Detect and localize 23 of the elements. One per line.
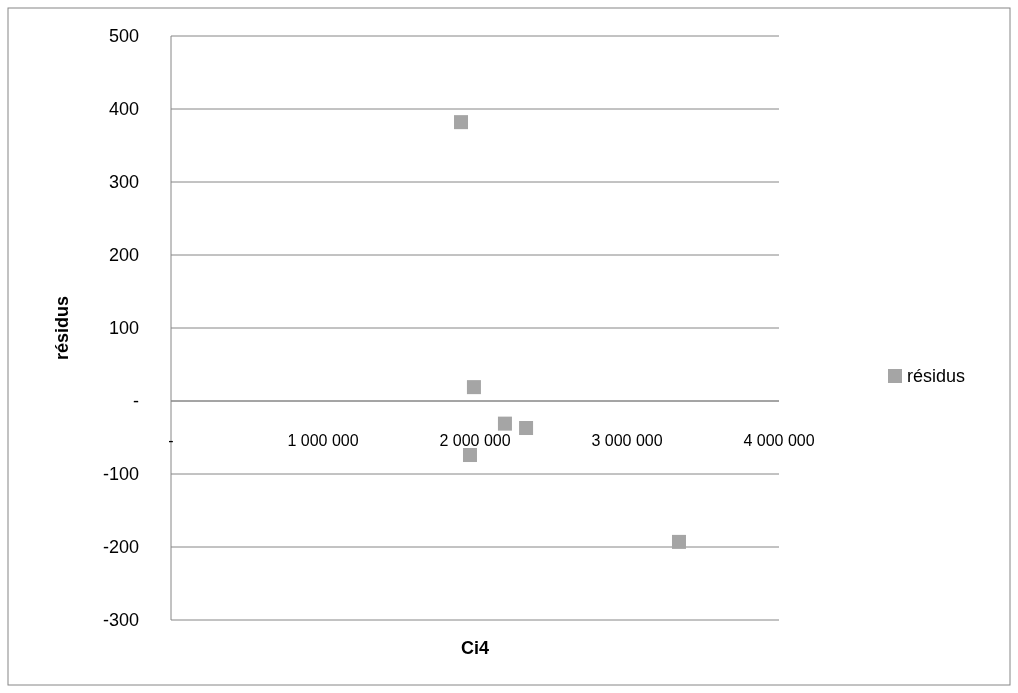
y-tick-label: 500: [108, 26, 139, 47]
x-axis-title: Ci4: [460, 638, 490, 658]
point: [671, 534, 686, 549]
x-tick-label: 1 000 000: [287, 432, 359, 449]
y-tick-label: 300: [108, 172, 139, 193]
x-tick-label: -: [168, 432, 174, 449]
y-tick-label: -200: [102, 537, 139, 558]
legend-label: résidus: [907, 366, 966, 387]
point: [497, 416, 512, 431]
y-tick-label: -: [133, 391, 139, 412]
x-tick-label: 4 000 000: [743, 432, 815, 449]
y-tick-label: 100: [108, 318, 139, 339]
y-axis-title: résidus: [52, 295, 72, 361]
point: [466, 380, 481, 395]
x-tick-label: 3 000 000: [591, 432, 663, 449]
y-tick-label: -300: [102, 610, 139, 631]
y-tick-label: 400: [108, 99, 139, 120]
y-tick-label: -100: [102, 464, 139, 485]
point: [462, 448, 477, 463]
point: [454, 115, 469, 130]
y-tick-label: 200: [108, 245, 139, 266]
x-tick-label: 2 000 000: [439, 432, 511, 449]
point: [519, 421, 534, 436]
